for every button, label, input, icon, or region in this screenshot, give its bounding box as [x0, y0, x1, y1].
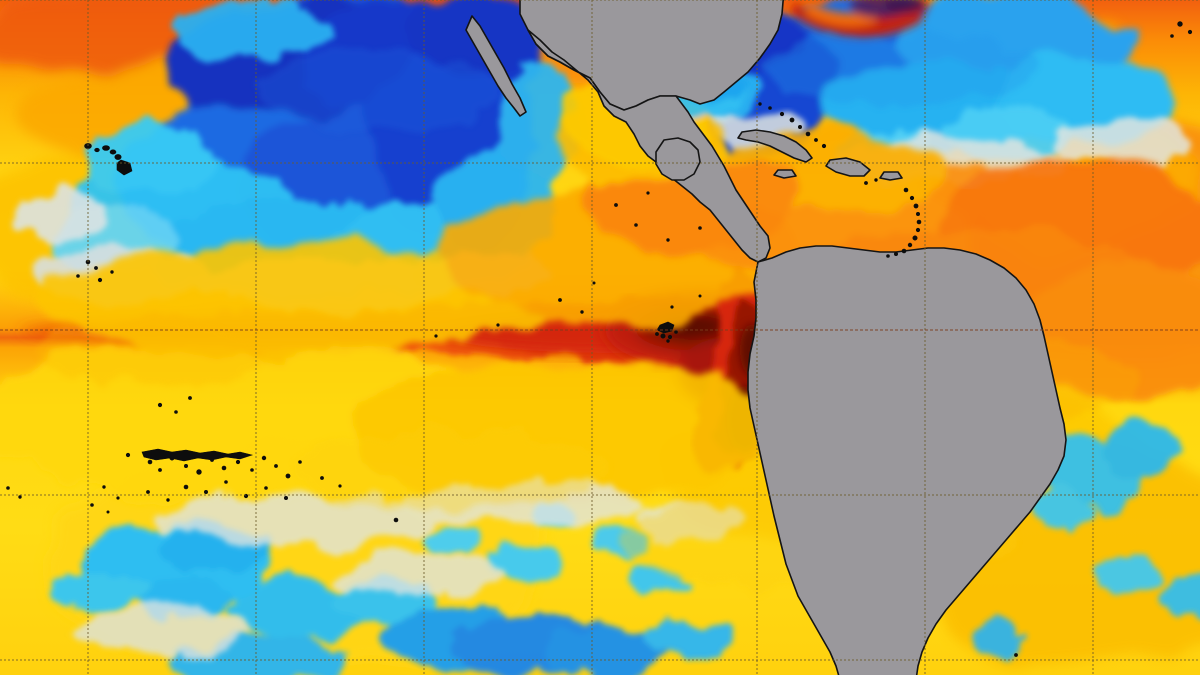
atlantic-islands [1014, 21, 1193, 657]
lesser-antilles-islands [864, 178, 922, 258]
south-atlantic-cool-patches [974, 424, 1200, 658]
jamaica-island [773, 169, 797, 179]
puerto-rico-island [879, 171, 903, 181]
galapagos-islands [655, 321, 678, 343]
baja-california-peninsula [465, 15, 527, 117]
hawaii-islands [84, 143, 133, 176]
bahamas-islands [758, 102, 827, 149]
central-america-landmass [527, 29, 771, 263]
french-polynesia-islands [6, 448, 342, 514]
gulf-stream-warm-core [790, 0, 930, 38]
south-america-landmass [747, 245, 1067, 675]
misc-islands [592, 191, 702, 309]
mid-pacific-islands [76, 259, 584, 523]
yucatan-peninsula [655, 137, 701, 181]
